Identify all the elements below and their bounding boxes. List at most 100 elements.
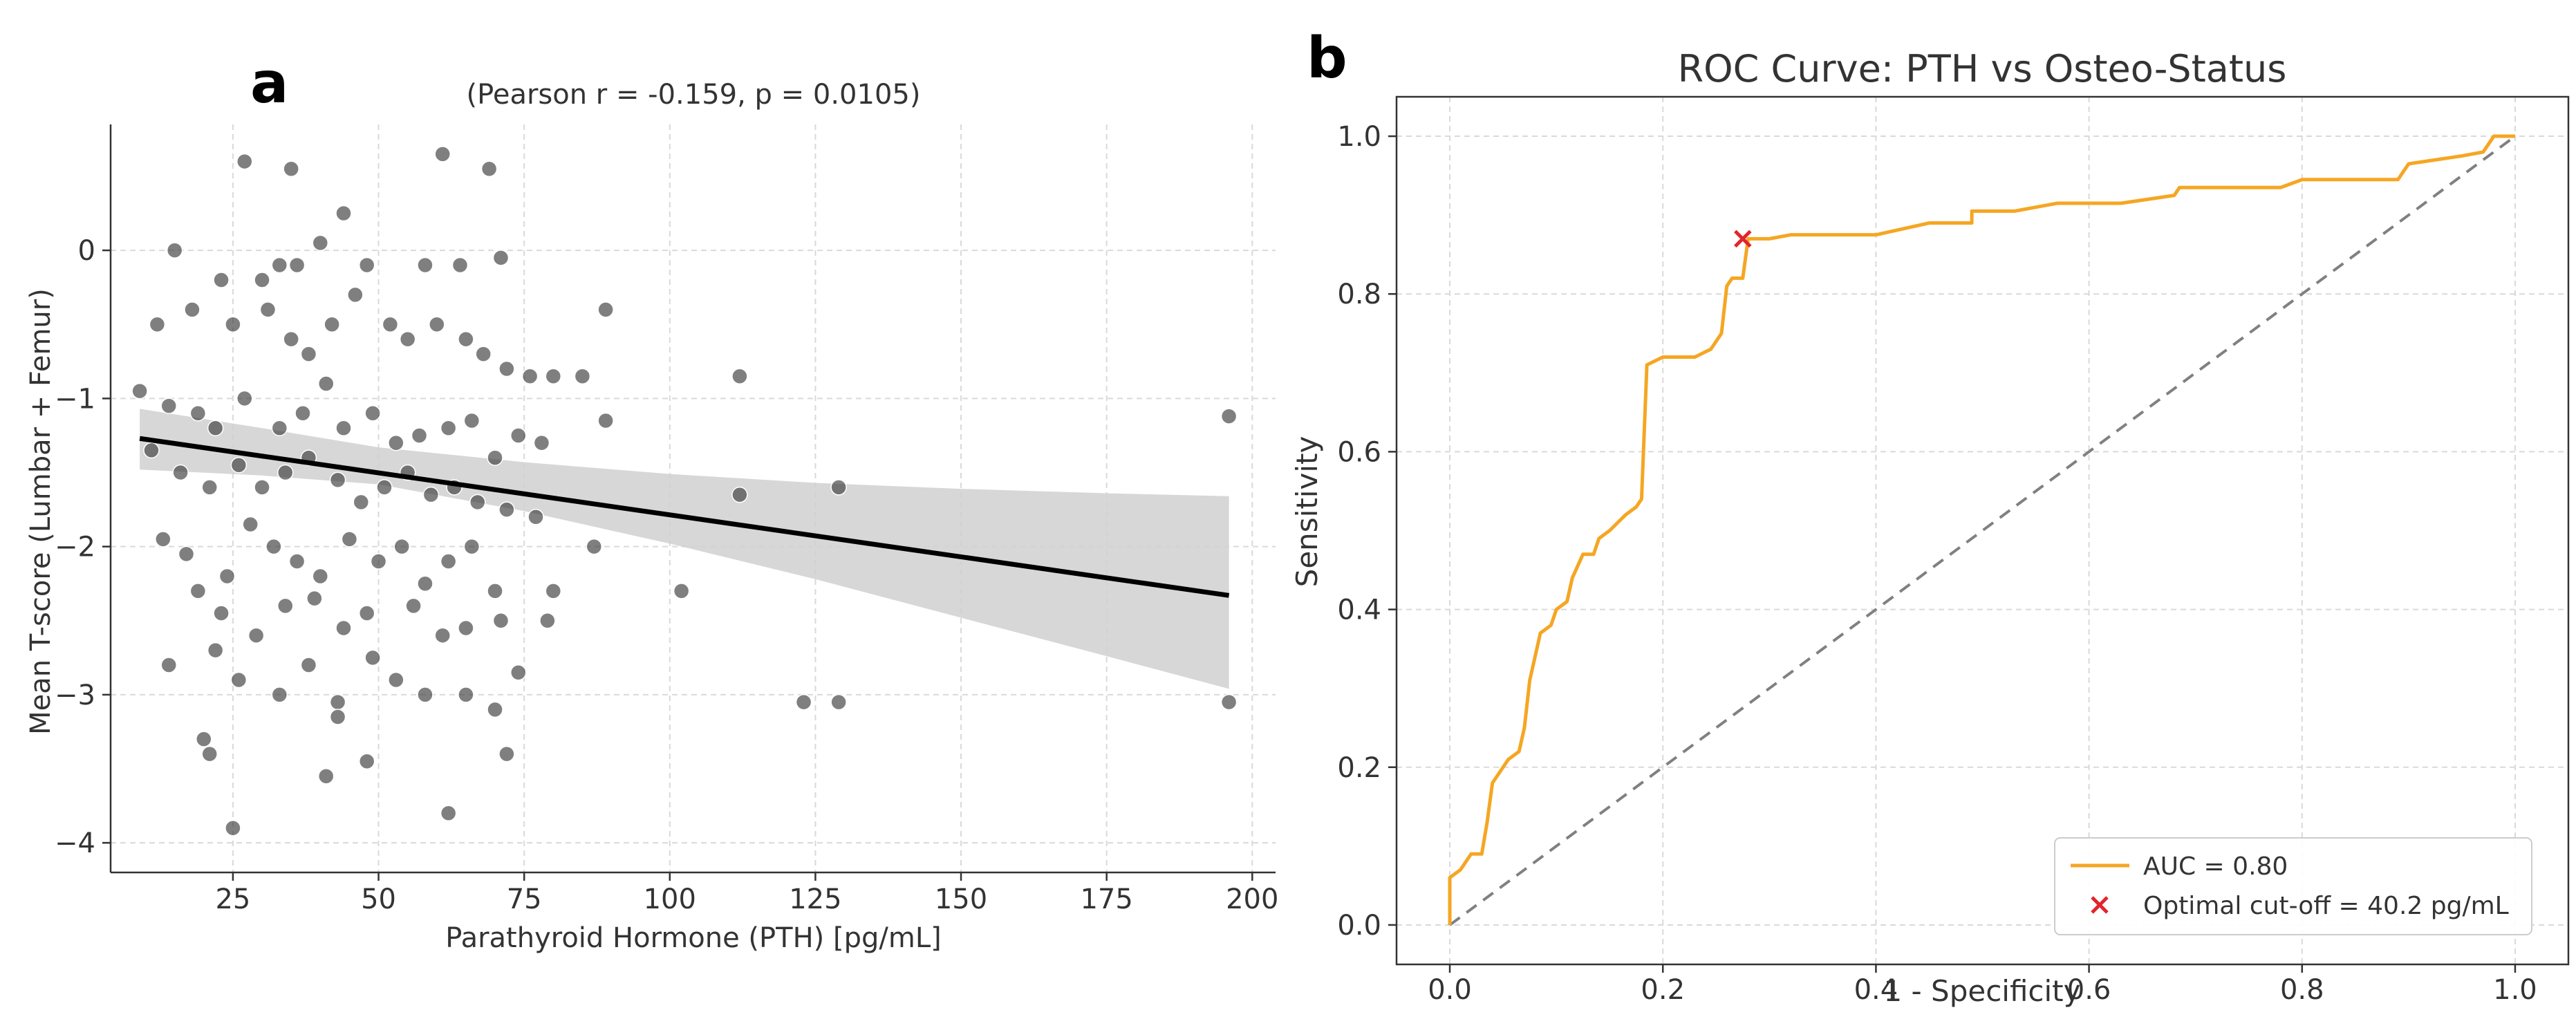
roc-curve [1448, 134, 2515, 925]
scatter-point [271, 420, 288, 436]
scatter-point [242, 516, 259, 533]
scatter-point [189, 583, 207, 599]
y-tick-label: −1 [55, 383, 95, 415]
scatter-point [545, 368, 562, 384]
legend-roc-label: AUC = 0.80 [2143, 852, 2288, 881]
scatter-point [830, 693, 847, 711]
scatter-point [335, 420, 352, 436]
scatter-point [230, 671, 248, 689]
panel-a-y-label: Mean T-score (Lumbar + Femur) [25, 288, 57, 735]
scatter-point [225, 819, 241, 837]
scatter-point [417, 686, 433, 703]
y-tick-label: 0.2 [1337, 752, 1381, 784]
scatter-point [458, 330, 474, 348]
scatter-point [492, 613, 510, 629]
scatter-point [440, 553, 457, 570]
scatter-point [498, 501, 515, 518]
x-tick-label: 100 [644, 884, 696, 915]
scatter-point [480, 160, 498, 178]
scatter-point [300, 657, 317, 673]
y-tick-label: −4 [55, 828, 95, 859]
scatter-point [335, 205, 352, 222]
regression-line [139, 436, 1230, 598]
x-tick-label: 25 [215, 884, 250, 915]
scatter-point [317, 375, 335, 392]
scatter-point [463, 538, 480, 555]
scatter-point [312, 234, 329, 252]
scatter-point [143, 442, 160, 459]
scatter-point [539, 613, 556, 629]
scatter-point [440, 420, 457, 436]
scatter-point [1220, 693, 1238, 711]
panel-b-title: ROC Curve: PTH vs Osteo-Status [1678, 47, 2287, 91]
scatter-point [213, 272, 230, 288]
panel-b-y-ticks: 0.0 0.2 0.4 0.6 0.8 1.0 [1337, 121, 1397, 942]
x-tick-label: 0.8 [2280, 974, 2324, 1006]
scatter-point [364, 405, 381, 422]
panel-a-title: (Pearson r = -0.159, p = 0.0105) [467, 79, 921, 111]
scatter-point [492, 250, 510, 266]
scatter-point [458, 686, 474, 703]
scatter-point [283, 160, 299, 178]
y-tick-label: 1.0 [1337, 121, 1381, 153]
scatter-point [178, 545, 195, 563]
scatter-point [434, 627, 451, 644]
scatter-point [487, 583, 503, 599]
scatter-point [160, 398, 177, 414]
scatter-point [376, 479, 393, 496]
scatter-point [353, 494, 370, 511]
scatter-point [458, 619, 474, 637]
scatter-point [335, 619, 352, 637]
scatter-point [358, 605, 375, 622]
scatter-point [324, 316, 340, 333]
scatter-point [463, 412, 480, 429]
scatter-point [487, 701, 503, 718]
scatter-point [528, 509, 544, 525]
panel-b-x-label: 1 - Specificity [1883, 974, 2080, 1008]
scatter-point [225, 316, 241, 333]
scatter-point [388, 671, 404, 689]
y-tick-label: −2 [55, 532, 95, 563]
scatter-point [545, 583, 562, 599]
y-tick-label: −3 [55, 680, 95, 711]
scatter-point [382, 316, 399, 333]
scatter-point [393, 538, 410, 555]
cross-stroke [1734, 230, 1752, 248]
scatter-point [236, 390, 253, 407]
scatter-point [341, 531, 358, 548]
scatter-point [358, 256, 375, 274]
x-tick-label: 50 [361, 884, 396, 915]
scatter-point [213, 605, 230, 622]
x-tick-label: 175 [1080, 884, 1132, 915]
scatter-point [399, 330, 416, 348]
x-tick-label: 150 [935, 884, 987, 915]
scatter-point [434, 146, 451, 162]
scatter-point [218, 568, 236, 585]
y-tick-label: 0.0 [1337, 910, 1381, 942]
scatter-point [207, 642, 224, 659]
scatter-point [417, 256, 433, 274]
scatter-point [731, 368, 748, 384]
scatter-point [329, 693, 346, 711]
x-tick-label: 75 [507, 884, 542, 915]
panel-a-label: a [250, 50, 288, 116]
scatter-point [259, 301, 277, 318]
panel-b: b ROC Curve: PTH vs Osteo-Status 0.0 0.2 0… [1290, 26, 2570, 1008]
panel-a: a (Pearson r = -0.159, p = 0.0105) 25 50 7… [25, 50, 1278, 954]
x-tick-label: 0.2 [1641, 974, 1685, 1006]
scatter-point [277, 464, 294, 481]
scatter-point [207, 420, 224, 436]
scatter-point [487, 449, 503, 466]
x-tick-label: 0.6 [2067, 974, 2111, 1006]
scatter-point [254, 272, 270, 288]
legend-box [2054, 837, 2532, 935]
scatter-point [236, 153, 253, 170]
scatter-point [248, 627, 265, 644]
panel-b-x-ticks: 0.0 0.2 0.4 0.6 0.8 1.0 [1428, 964, 2537, 1006]
x-tick-label: 200 [1226, 884, 1278, 915]
scatter-point [510, 664, 527, 681]
scatter-point [230, 457, 248, 474]
x-tick-label: 0.4 [1854, 974, 1898, 1006]
scatter-point [429, 316, 445, 333]
